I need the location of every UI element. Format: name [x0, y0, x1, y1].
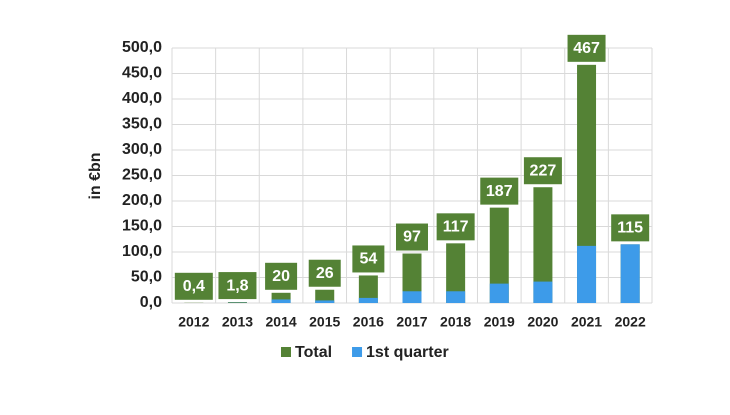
bar — [272, 299, 291, 303]
data-label: 20 — [272, 268, 290, 285]
x-tick-label: 2021 — [571, 314, 602, 330]
y-tick-label: 0,0 — [140, 294, 162, 311]
bar — [403, 291, 422, 303]
y-tick-label: 200,0 — [122, 192, 162, 209]
legend-label: Total — [295, 344, 332, 361]
legend-swatch — [281, 347, 291, 357]
data-label: 115 — [617, 220, 643, 237]
y-tick-label: 450,0 — [122, 65, 162, 82]
x-tick-label: 2016 — [353, 314, 384, 330]
data-label: 97 — [403, 229, 421, 246]
x-tick-label: 2020 — [527, 314, 558, 330]
data-label: 117 — [443, 219, 469, 236]
y-tick-label: 300,0 — [122, 141, 162, 158]
x-tick-label: 2015 — [309, 314, 340, 330]
data-label: 1,8 — [226, 277, 248, 294]
bar — [621, 244, 640, 303]
y-tick-label: 500,0 — [122, 39, 162, 56]
x-tick-label: 2013 — [222, 314, 253, 330]
x-tick-label: 2012 — [178, 314, 209, 330]
legend-label: 1st quarter — [366, 344, 449, 361]
x-tick-label: 2014 — [266, 314, 297, 330]
bar — [490, 284, 509, 303]
bar — [533, 282, 552, 303]
x-tick-label: 2019 — [484, 314, 515, 330]
x-tick-label: 2018 — [440, 314, 471, 330]
data-label: 467 — [573, 40, 600, 57]
data-label: 227 — [530, 162, 557, 179]
x-tick-label: 2017 — [396, 314, 427, 330]
x-tick-label: 2022 — [615, 314, 646, 330]
data-label: 26 — [316, 265, 334, 282]
y-tick-label: 250,0 — [122, 167, 162, 184]
data-label: 0,4 — [183, 278, 205, 295]
bar — [446, 291, 465, 303]
data-label: 187 — [486, 183, 513, 200]
legend-swatch — [352, 347, 362, 357]
bar — [577, 246, 596, 303]
bar — [359, 298, 378, 303]
y-tick-label: 50,0 — [131, 269, 162, 286]
bar — [315, 300, 334, 303]
y-axis-label: in €bn — [87, 152, 104, 199]
y-tick-label: 400,0 — [122, 90, 162, 107]
y-tick-label: 350,0 — [122, 116, 162, 133]
data-label: 54 — [359, 251, 377, 268]
y-tick-label: 150,0 — [122, 218, 162, 235]
y-tick-label: 100,0 — [122, 243, 162, 260]
